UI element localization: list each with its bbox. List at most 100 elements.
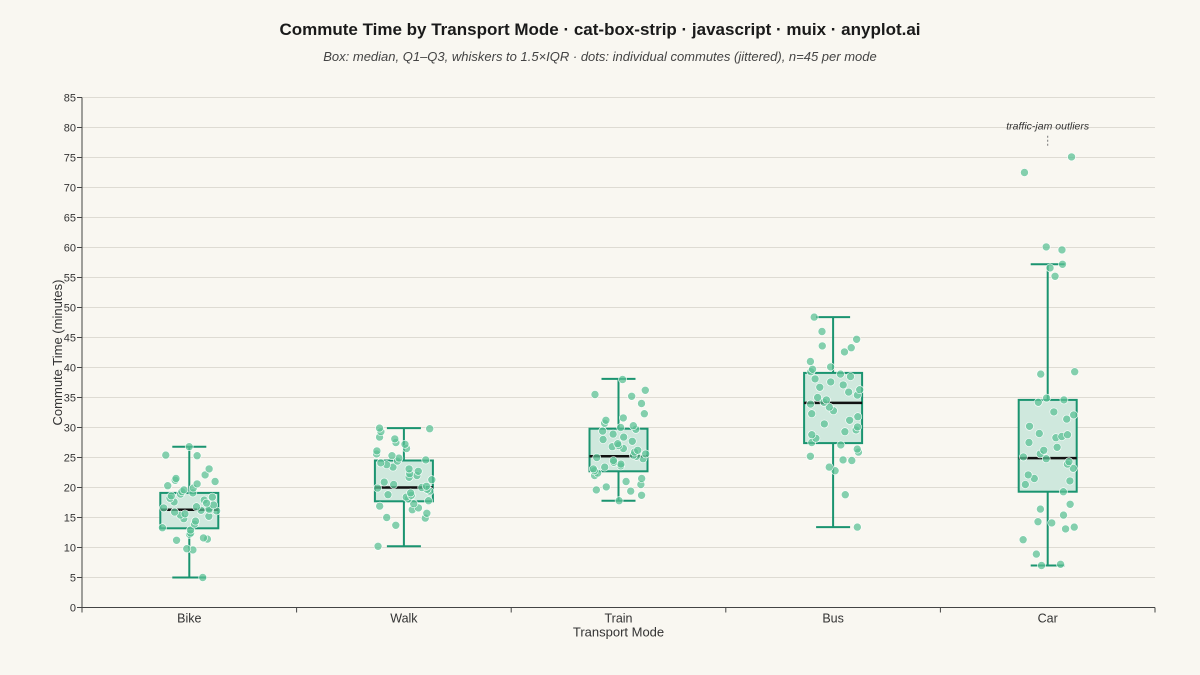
labels: traffic-jam outliers	[1006, 121, 1090, 147]
data-point	[1059, 395, 1069, 405]
data-point	[400, 439, 410, 449]
data-point	[1059, 487, 1068, 497]
data-point	[840, 427, 850, 437]
data-point	[1047, 518, 1057, 528]
data-point	[198, 573, 208, 582]
data-point	[838, 380, 848, 390]
data-point	[819, 419, 829, 429]
data-point	[171, 474, 181, 483]
data-point	[1052, 442, 1062, 452]
data-point	[629, 421, 638, 431]
data-point	[383, 490, 393, 500]
data-point	[836, 369, 845, 379]
data-point	[422, 481, 431, 491]
data-point	[853, 412, 863, 422]
data-point	[1050, 271, 1060, 281]
points	[158, 152, 1079, 582]
data-point	[855, 385, 865, 395]
data-point	[1058, 259, 1067, 269]
y-axis-title: Commute Time (minutes)	[50, 280, 65, 426]
data-point	[391, 520, 401, 530]
data-point	[601, 482, 611, 492]
data-point	[809, 312, 819, 322]
data-point	[618, 375, 627, 384]
y-tick-label: 20	[64, 483, 76, 495]
data-point	[598, 435, 608, 444]
data-point	[1061, 524, 1070, 534]
data-point	[1063, 430, 1072, 440]
data-point	[1041, 242, 1051, 252]
data-point	[1056, 559, 1065, 569]
data-point	[807, 430, 817, 440]
data-point	[590, 390, 600, 399]
data-point	[382, 513, 392, 522]
data-point	[186, 525, 195, 535]
data-point	[202, 498, 211, 508]
boxes	[159, 263, 1078, 579]
data-point	[406, 488, 415, 498]
data-point	[375, 501, 384, 511]
data-point	[180, 509, 190, 519]
data-point	[1039, 445, 1049, 455]
data-point	[1033, 397, 1043, 407]
data-point	[409, 499, 418, 509]
data-point	[822, 395, 831, 405]
data-point	[840, 347, 849, 357]
data-point	[618, 413, 628, 423]
y-tick-label: 70	[64, 183, 76, 195]
data-point	[1032, 549, 1041, 559]
data-point	[838, 455, 848, 465]
data-point	[1069, 410, 1078, 420]
data-point	[592, 453, 602, 462]
y-tick-label: 65	[64, 213, 76, 225]
data-point	[425, 424, 434, 434]
data-point	[627, 391, 636, 401]
data-point	[1064, 457, 1074, 467]
data-point	[853, 422, 862, 432]
y-tick-label: 50	[64, 303, 76, 315]
data-point	[376, 458, 386, 468]
data-point	[158, 523, 167, 533]
data-point	[389, 480, 398, 489]
data-point	[1068, 463, 1078, 473]
data-point	[199, 533, 208, 543]
data-point	[172, 535, 181, 545]
data-point	[1062, 414, 1072, 424]
data-point	[182, 544, 192, 554]
data-point	[852, 334, 861, 344]
data-point	[427, 475, 437, 485]
data-point	[387, 451, 397, 461]
data-point	[191, 516, 200, 526]
data-point	[421, 455, 431, 465]
data-point	[209, 500, 218, 510]
data-point	[810, 374, 820, 384]
data-point	[1018, 535, 1028, 545]
data-point	[1069, 522, 1079, 532]
y-tick-label: 10	[64, 543, 76, 555]
data-point	[637, 490, 646, 500]
x-category-label: Bus	[822, 612, 844, 626]
data-point	[1049, 407, 1059, 417]
x-category-label: Train	[604, 612, 632, 626]
y-tick-label: 60	[64, 243, 76, 255]
data-point	[1059, 510, 1068, 520]
data-point	[846, 372, 855, 381]
data-point	[853, 522, 862, 532]
data-point	[815, 382, 825, 392]
data-point	[609, 456, 618, 465]
data-point	[806, 399, 815, 409]
y-tick-label: 15	[64, 513, 76, 525]
data-point	[824, 462, 834, 472]
data-point	[1019, 452, 1028, 462]
data-point	[826, 362, 835, 372]
data-point	[592, 485, 601, 495]
chart-subtitle: Box: median, Q1–Q3, whiskers to 1.5×IQR …	[323, 49, 877, 64]
data-point	[1021, 480, 1030, 489]
data-point	[1037, 561, 1046, 570]
data-point	[1057, 245, 1067, 255]
data-point	[375, 423, 384, 433]
data-point	[179, 485, 189, 495]
data-point	[200, 470, 210, 480]
data-point	[1070, 367, 1079, 377]
